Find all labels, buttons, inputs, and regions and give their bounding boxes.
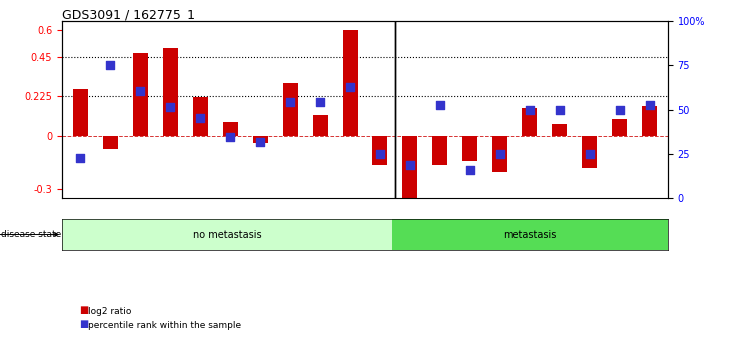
Point (374, 152, 386, 157)
Bar (163, 48, 177, 136)
Point (224, 134, 236, 139)
Bar (432, 136, 447, 165)
Bar (553, 124, 567, 136)
Text: ■: ■ (79, 319, 88, 330)
Bar (493, 136, 507, 172)
Point (464, 167, 476, 173)
Text: percentile rank within the sample: percentile rank within the sample (88, 321, 241, 330)
Bar (642, 106, 658, 136)
Point (434, 102, 446, 108)
Text: disease state: disease state (1, 230, 62, 239)
Point (644, 102, 656, 108)
Text: GDS3091 / 162775_1: GDS3091 / 162775_1 (62, 8, 195, 21)
Point (254, 139, 266, 144)
Text: log2 ratio: log2 ratio (88, 307, 131, 316)
Point (554, 107, 566, 113)
Bar (583, 136, 597, 168)
Point (494, 152, 506, 157)
Point (104, 62, 116, 68)
Point (74, 155, 86, 160)
Bar (312, 115, 328, 136)
Bar (392, 219, 668, 250)
Bar (223, 122, 237, 136)
Point (164, 104, 176, 109)
Bar (102, 136, 118, 149)
Text: metastasis: metastasis (503, 229, 557, 240)
Bar (463, 136, 477, 161)
Point (524, 107, 536, 113)
Bar (402, 136, 418, 200)
Bar (133, 53, 147, 136)
Bar (72, 88, 88, 136)
Point (134, 88, 146, 93)
Point (344, 85, 356, 90)
Bar (193, 97, 207, 136)
Point (314, 99, 326, 105)
Point (404, 163, 416, 169)
Bar (283, 83, 298, 136)
Text: no metastasis: no metastasis (193, 229, 261, 240)
Bar (612, 119, 628, 136)
Point (584, 152, 596, 157)
Bar (62, 219, 392, 250)
Bar (253, 136, 267, 143)
Point (194, 115, 206, 120)
Bar (372, 136, 388, 165)
Text: ■: ■ (79, 305, 88, 315)
Point (614, 107, 626, 113)
Bar (342, 30, 358, 136)
Point (284, 99, 296, 105)
Bar (523, 108, 537, 136)
